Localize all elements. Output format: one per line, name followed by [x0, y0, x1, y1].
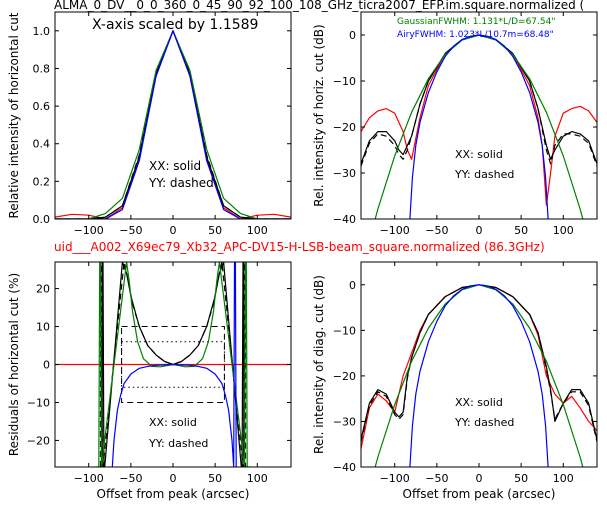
y-tick-label: 20: [36, 283, 50, 296]
y-tick-label: 10: [36, 321, 50, 334]
chart-p2: −100 −50 0 50 100 0 −10 −20 −30 −40 Rel. intensity…: [312, 11, 598, 237]
series-line: [55, 30, 291, 219]
annotation: YY: dashed: [148, 176, 214, 190]
plot-area: [361, 34, 597, 219]
annotation: XX: solid: [455, 148, 503, 161]
annotation: XX: solid: [455, 396, 503, 409]
y-tick-label: 0.4: [33, 138, 51, 151]
figure-top-title: ALMA_0_DV__0_0_360_0_45_90_92_100_108_GH…: [54, 0, 584, 12]
series-line: [409, 284, 549, 467]
y-tick-label: 0: [349, 29, 356, 42]
x-tick-label: −100: [74, 472, 104, 485]
series-line: [55, 30, 291, 219]
y-tick-label: 0.8: [33, 62, 51, 75]
y-axis-label: Rel. intensity of diag. cut (dB): [312, 275, 326, 454]
y-tick-label: −10: [333, 324, 356, 337]
x-tick-label: 0: [170, 472, 177, 485]
x-axis-label: Offset from peak (arcsec): [97, 487, 250, 501]
x-tick-label: −50: [425, 472, 448, 485]
y-axis-label: Residuals of horizontal cut (%): [7, 273, 21, 456]
y-tick-label: 0.6: [33, 100, 51, 113]
y-tick-label: 1.0: [33, 25, 51, 38]
x-tick-label: 100: [553, 472, 574, 485]
legend-entry: AiryFWHM: 1.023*L/10.7m=68.48": [397, 30, 554, 40]
y-tick-label: −10: [27, 396, 50, 409]
y-tick-label: −40: [333, 461, 356, 474]
plot-area: [55, 262, 291, 467]
chart-p4: −100 −50 0 50 100 0 −10 −20 −30 −40 Rel. intensity…: [312, 261, 598, 501]
x-tick-label: −100: [74, 224, 104, 237]
y-axis-label: Rel. intensity of horiz. cut (dB): [312, 24, 326, 206]
y-tick-label: −20: [333, 370, 356, 383]
y-axis-label: Relative intensity of horizontal cut: [7, 12, 21, 218]
axes-frame: [360, 261, 598, 468]
x-tick-label: −50: [119, 224, 142, 237]
annotation: XX: solid: [149, 416, 197, 429]
x-tick-label: 50: [208, 472, 222, 485]
x-tick-label: 100: [247, 472, 268, 485]
chart-p1: −100 −50 0 50 100 0.0 0.2 0.4 0.6 0.8 1.0 Relative …: [7, 11, 292, 237]
x-tick-label: −100: [380, 472, 410, 485]
y-tick-label: −20: [333, 121, 356, 134]
plot-area: [361, 284, 597, 467]
series-line: [409, 34, 549, 219]
y-tick-label: −30: [333, 167, 356, 180]
y-tick-label: −20: [27, 434, 50, 447]
annotation: X-axis scaled by 1.1589: [92, 17, 258, 33]
y-tick-label: −10: [333, 75, 356, 88]
annotation: YY: dashed: [454, 168, 514, 181]
series-line: [361, 34, 597, 167]
series-line: [55, 30, 291, 219]
x-tick-label: 50: [208, 224, 222, 237]
legend-entry: GaussianFWHM: 1.131*L/D=67.54": [397, 17, 555, 27]
x-tick-label: 50: [514, 472, 528, 485]
x-tick-label: 100: [553, 224, 574, 237]
y-tick-label: 0.2: [33, 175, 51, 188]
y-tick-label: 0: [349, 279, 356, 292]
x-tick-label: 0: [170, 224, 177, 237]
series-line: [55, 30, 291, 219]
y-tick-label: 0.0: [33, 213, 51, 226]
x-tick-label: 100: [247, 224, 268, 237]
x-tick-label: 0: [476, 472, 483, 485]
x-tick-label: −50: [119, 472, 142, 485]
plot-area: [55, 30, 291, 219]
annotation: YY: dashed: [454, 416, 514, 429]
series-line: [361, 34, 597, 165]
x-tick-label: 0: [476, 224, 483, 237]
y-tick-label: −40: [333, 213, 356, 226]
annotation: XX: solid: [149, 159, 201, 173]
x-tick-label: 50: [514, 224, 528, 237]
annotation: YY: dashed: [148, 437, 208, 450]
x-tick-label: −50: [425, 224, 448, 237]
y-tick-label: −30: [333, 415, 356, 428]
series-line: [55, 30, 291, 219]
series-line: [111, 262, 237, 467]
x-tick-label: −100: [380, 224, 410, 237]
x-axis-label: Offset from peak (arcsec): [403, 487, 556, 501]
y-tick-label: 0: [43, 359, 50, 372]
figure-mid-title: uid___A002_X69ec79_Xb32_APC-DV15-H-LSB-b…: [54, 240, 545, 254]
